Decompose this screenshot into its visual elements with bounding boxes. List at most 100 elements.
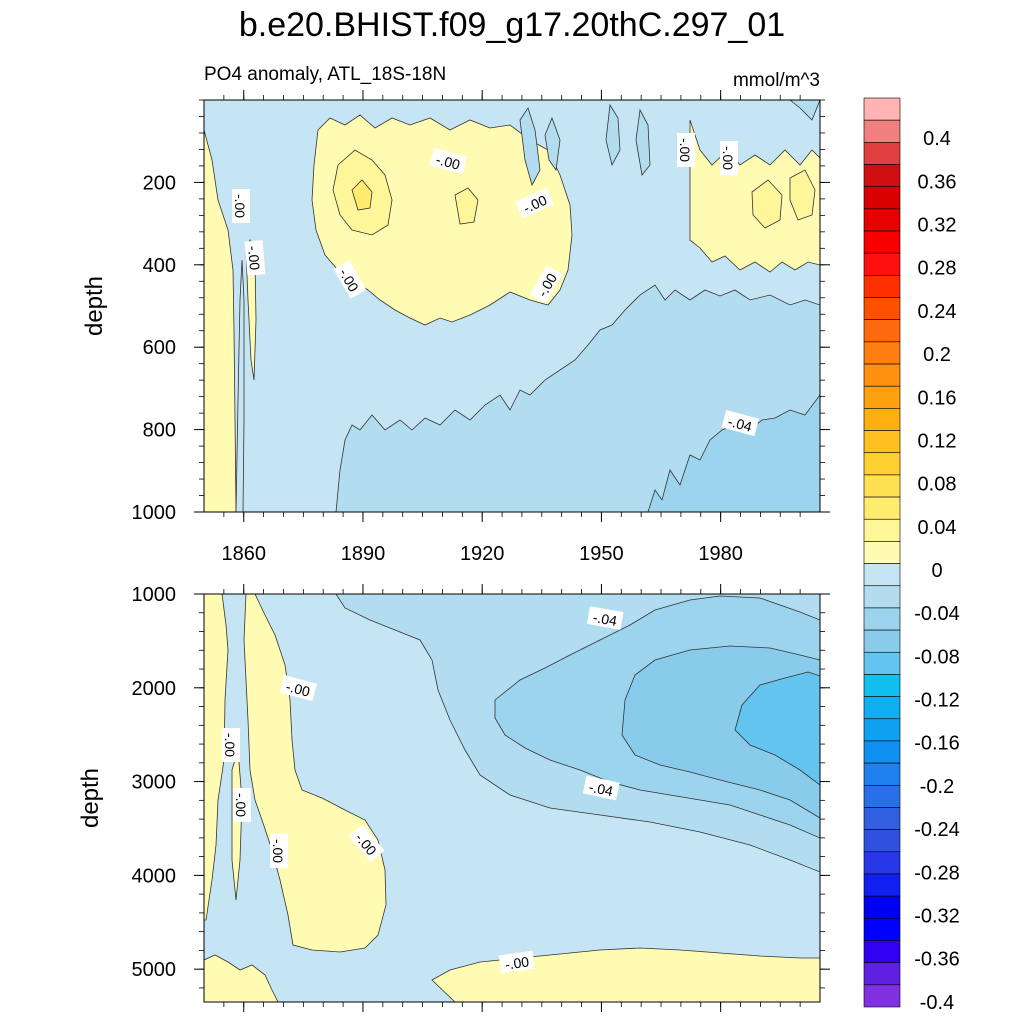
colorbar-box bbox=[863, 385, 901, 409]
y-tick-label: 3000 bbox=[132, 772, 177, 794]
chart-title: b.e20.BHIST.f09_g17.20thC.297_01 bbox=[239, 6, 785, 44]
lower-ylabel: depth bbox=[77, 768, 104, 828]
upper-contour-labels: -.00-.00-.00-.00-.00 -.00-.00 -.00-.04 bbox=[232, 133, 760, 437]
colorbar-box bbox=[863, 984, 901, 1008]
colorbar-box bbox=[863, 297, 901, 321]
lower-contour-labels: -.04-.00-.00-.04-.00-.00-.00-.00 bbox=[222, 606, 624, 974]
contour-label-text: -.04 bbox=[588, 779, 615, 800]
colorbar-box bbox=[863, 430, 901, 454]
upper-contour-region-pos-left bbox=[204, 129, 237, 512]
colorbar-label: -0.4 bbox=[920, 992, 954, 1014]
colorbar-box bbox=[863, 918, 901, 941]
upper-contour-region-pos-center-inner bbox=[351, 179, 373, 211]
colorbar-box bbox=[863, 164, 901, 187]
colorbar-label: 0.04 bbox=[918, 517, 957, 539]
y-tick-label: 800 bbox=[143, 420, 176, 442]
contour-label-bg bbox=[244, 240, 266, 276]
colorbar-label: -0.24 bbox=[914, 819, 960, 841]
contour-label-text: -.00 bbox=[245, 245, 263, 271]
lower-contour-field bbox=[204, 594, 820, 1002]
colorbar-label: 0.16 bbox=[918, 387, 957, 409]
upper-axes: 1860 1890 1920 1950 1980 200 400 600 800 1000 bbox=[132, 90, 830, 565]
colorbar-box bbox=[863, 895, 901, 919]
contour-label-bg bbox=[498, 950, 535, 974]
colorbar-label: 0.08 bbox=[918, 474, 957, 496]
colorbar-label: 0.4 bbox=[923, 128, 951, 150]
colorbar-box bbox=[863, 784, 901, 808]
contour-label: -.04 bbox=[721, 409, 760, 437]
colorbar-box bbox=[863, 829, 901, 853]
lower-contour-region-pos-bottom-left bbox=[204, 954, 279, 1002]
colorbar-box bbox=[863, 474, 901, 498]
x-tick-label: 1890 bbox=[341, 543, 386, 565]
colorbar-box bbox=[863, 230, 901, 254]
colorbar-box bbox=[863, 496, 901, 520]
colorbar-label: -0.2 bbox=[920, 776, 954, 798]
x-tick-label: 1860 bbox=[221, 543, 266, 565]
upper-subtitle: PO4 anomaly, ATL_18S-18N bbox=[204, 64, 446, 85]
lower-axes: 1000 2000 3000 4000 5000 bbox=[132, 584, 830, 1012]
upper-plot-frame bbox=[203, 99, 821, 513]
colorbar-box bbox=[863, 408, 901, 431]
y-tick-label: 1000 bbox=[132, 584, 177, 606]
colorbar-box bbox=[863, 718, 901, 742]
colorbar-box bbox=[863, 607, 901, 631]
x-tick-label: 1980 bbox=[698, 543, 743, 565]
lower-contour-region-pos-left bbox=[204, 594, 229, 921]
colorbar-label: -0.04 bbox=[914, 603, 960, 625]
colorbar-box bbox=[863, 452, 901, 476]
colorbar-label: -0.16 bbox=[914, 733, 960, 755]
colorbar-box bbox=[863, 541, 901, 564]
colorbar-label: -0.12 bbox=[914, 690, 960, 712]
contour-label-text: -.00 bbox=[434, 151, 462, 173]
colorbar-box bbox=[863, 363, 901, 387]
upper-panel: PO4 anomaly, ATL_18S-18N mmol/m^3 bbox=[81, 64, 830, 565]
y-tick-label: 200 bbox=[143, 172, 176, 194]
colorbar-box bbox=[863, 341, 901, 365]
contour-label-text: -.00 bbox=[222, 733, 238, 757]
contour-label: -.04 bbox=[586, 606, 624, 630]
lower-contour-region-neg5 bbox=[734, 671, 820, 786]
contour-label-bg bbox=[515, 187, 554, 219]
colorbar-box bbox=[863, 186, 901, 210]
contour-label-text: -.00 bbox=[233, 793, 249, 817]
contour-label-bg bbox=[429, 147, 468, 175]
contour-label: -.00 bbox=[244, 240, 266, 276]
colorbar: 0.4 0.36 0.32 0.28 0.24 0.2 0.16 0.12 0.08 0.04 0 -… bbox=[863, 97, 960, 1014]
upper-contour-streaks bbox=[519, 100, 820, 187]
contour-label-bg bbox=[279, 674, 318, 702]
contour-label-text: -.04 bbox=[592, 609, 619, 629]
colorbar-box bbox=[863, 962, 901, 986]
colorbar-box bbox=[863, 208, 901, 232]
y-tick-label: 1000 bbox=[132, 502, 177, 524]
upper-contour-region-pos-right-core-2 bbox=[789, 169, 816, 221]
colorbar-label: 0.28 bbox=[918, 258, 957, 280]
colorbar-label: 0.2 bbox=[923, 344, 951, 366]
upper-contour-region-neg2 bbox=[335, 284, 820, 512]
colorbar-box bbox=[863, 740, 901, 764]
colorbar-box bbox=[863, 807, 901, 830]
contour-label-bg bbox=[233, 788, 251, 822]
colorbar-box bbox=[863, 97, 901, 121]
colorbar-box bbox=[863, 275, 901, 298]
contour-label-bg bbox=[721, 409, 760, 437]
contour-label-text: -.00 bbox=[504, 953, 530, 972]
contour-label: -.00 bbox=[270, 834, 288, 868]
contour-label-bg bbox=[270, 834, 288, 868]
colorbar-box bbox=[863, 563, 901, 587]
contour-label-bg bbox=[333, 260, 367, 299]
contour-label: -.00 bbox=[429, 147, 468, 175]
x-tick-label: 1950 bbox=[579, 543, 624, 565]
contour-label: -.00 bbox=[279, 674, 318, 702]
colorbar-box bbox=[863, 873, 901, 897]
contour-label-bg bbox=[348, 824, 385, 863]
contour-label-bg bbox=[232, 189, 250, 223]
contour-label: -.00 bbox=[232, 189, 250, 223]
contour-label-text: -.04 bbox=[726, 413, 754, 435]
upper-contour-strip-1 bbox=[235, 259, 245, 512]
lower-plot-frame bbox=[203, 593, 821, 1003]
contour-label-bg bbox=[222, 728, 240, 762]
colorbar-label: 0.24 bbox=[918, 301, 957, 323]
colorbar-label: 0.12 bbox=[918, 430, 957, 452]
contour-label: -.00 bbox=[222, 728, 240, 762]
